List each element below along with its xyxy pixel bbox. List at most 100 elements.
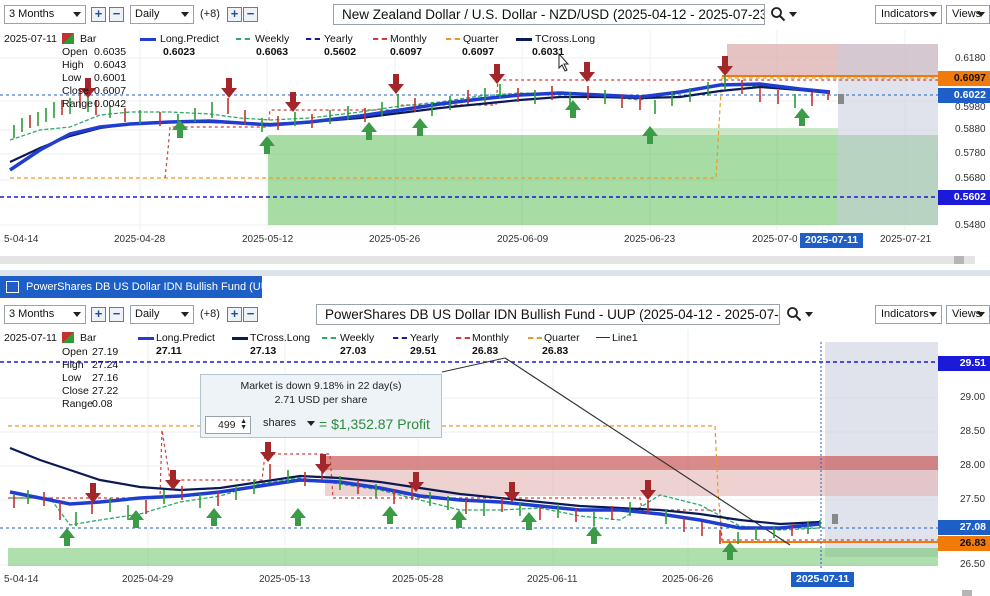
buy-arrows <box>172 100 810 154</box>
chevron-down-icon <box>977 312 985 317</box>
legend-quarter-value: 26.83 <box>542 345 569 357</box>
quarter-price-tag: 0.6097 <box>938 71 990 86</box>
quantity-stepper[interactable]: 499 ▲ ▼ <box>205 416 251 434</box>
price-chart[interactable] <box>0 30 990 260</box>
range-value: 3 Months <box>9 308 55 320</box>
monthly-line <box>164 79 938 179</box>
legend-bar-label: Bar <box>80 332 97 344</box>
tooltip-per-share: 2.71 USD per share <box>274 394 368 406</box>
horizontal-scrollbar[interactable] <box>0 256 975 264</box>
zoom-out-button[interactable]: − <box>109 7 124 22</box>
search-icon[interactable] <box>770 6 786 22</box>
legend-swatch-monthly <box>456 337 470 339</box>
date-tick: 2025-07-21 <box>880 234 932 245</box>
date-tick: 2025-05-12 <box>242 234 294 245</box>
ohlc-range-label: Range <box>62 398 93 410</box>
chevron-down-icon <box>73 12 81 17</box>
legend-quarter: Quarter <box>544 332 580 344</box>
range-dropdown[interactable]: 3 Months <box>4 5 86 24</box>
views-menu[interactable]: Views <box>946 5 990 24</box>
chevron-down-icon <box>181 312 189 317</box>
views-label: Views <box>952 8 982 20</box>
legend-weekly: Weekly <box>340 332 375 344</box>
monthly-line <box>8 429 938 541</box>
views-menu[interactable]: Views <box>946 305 990 324</box>
ohlc-low-label: Low <box>62 72 82 84</box>
current-bar-marker <box>832 514 838 524</box>
red-resistance-zone-light <box>325 470 938 496</box>
ohlc-range-label: Range <box>62 98 93 110</box>
legend-monthly-value: 26.83 <box>472 345 499 357</box>
date-tick: 2025-04-28 <box>114 234 166 245</box>
tooltip-leader <box>441 357 506 373</box>
price-tick: 0.6180 <box>955 53 986 64</box>
range-value: 3 Months <box>9 8 55 20</box>
add-indicator-button[interactable]: + <box>227 7 242 22</box>
search-icon[interactable] <box>786 306 802 322</box>
stepper-arrows-icon[interactable]: ▲ ▼ <box>240 418 247 431</box>
legend-swatch-weekly <box>236 38 250 40</box>
top-toolbar: 3 Months + − Daily (+8) + − New Zealand … <box>0 4 990 32</box>
legend-swatch-long-predict <box>140 38 156 41</box>
nzdusd-chart-panel: 3 Months + − Daily (+8) + − New Zealand … <box>0 0 990 270</box>
current-price-tag: 0.6022 <box>938 88 990 103</box>
remove-indicator-button[interactable]: − <box>243 7 258 22</box>
unit-label: shares <box>263 417 297 429</box>
profit-tooltip: Market is down 9.18% in 22 day(s) 2.71 U… <box>200 374 442 438</box>
legend-yearly: Yearly <box>410 332 439 344</box>
indicator-count: (+8) <box>200 308 220 320</box>
current-bar-marker <box>838 94 844 104</box>
weekly-line <box>10 477 821 531</box>
indicators-menu[interactable]: Indicators <box>875 305 942 324</box>
price-tick: 0.5780 <box>955 148 986 159</box>
legend-tcross-long-value: 27.13 <box>250 345 277 357</box>
interval-value: Daily <box>135 308 160 320</box>
price-tick: 27.50 <box>960 494 986 505</box>
range-dropdown[interactable]: 3 Months <box>4 305 86 324</box>
add-indicator-button[interactable]: + <box>227 307 242 322</box>
chevron-down-icon <box>929 312 937 317</box>
indicators-menu[interactable]: Indicators <box>875 5 942 24</box>
interval-dropdown[interactable]: Daily <box>130 305 194 324</box>
symbol-tab[interactable]: PowerShares DB US Dollar IDN Bullish Fun… <box>0 276 280 298</box>
indicators-label: Indicators <box>881 308 929 320</box>
chevron-down-icon <box>929 12 937 17</box>
legend-swatch-weekly <box>322 337 336 339</box>
ohlc-high-value: 0.6043 <box>94 59 127 71</box>
date-tick: 2025-05-26 <box>369 234 421 245</box>
indicator-count: (+8) <box>200 8 220 20</box>
profit-value: = $1,352.87 Profit <box>319 416 430 432</box>
scrollbar-thumb[interactable] <box>954 256 964 264</box>
date-tick: 2025-04-29 <box>122 574 174 585</box>
ohlc-low-value: 27.16 <box>92 372 119 384</box>
date-tick: 2025-06-23 <box>624 234 676 245</box>
symbol-title[interactable]: PowerShares DB US Dollar IDN Bullish Fun… <box>316 304 780 325</box>
quarter-line <box>10 77 938 179</box>
legend-swatch-quarter <box>446 38 460 40</box>
symbol-title[interactable]: New Zealand Dollar / U.S. Dollar - NZD/U… <box>333 4 765 25</box>
zoom-in-button[interactable]: + <box>91 7 106 22</box>
ohlc-close-value: 27.22 <box>92 385 119 397</box>
date-tick: 5-04-14 <box>4 574 39 585</box>
price-tick: 29.00 <box>960 392 986 403</box>
price-tick: 0.5680 <box>955 173 986 184</box>
date-tick: 2025-06-26 <box>662 574 714 585</box>
chevron-down-icon[interactable] <box>789 12 797 17</box>
yearly-price-tag: 29.51 <box>938 356 990 371</box>
legend-quarter: Quarter <box>463 33 499 45</box>
legend-bar-label: Bar <box>80 33 97 45</box>
legend-weekly-value: 0.6063 <box>256 46 289 58</box>
zoom-out-button[interactable]: − <box>109 307 124 322</box>
ohlc-high-value: 27.24 <box>92 359 119 371</box>
zoom-in-button[interactable]: + <box>91 307 106 322</box>
legend-swatch-tcross-long <box>232 337 248 340</box>
legend-date: 2025-07-11 <box>4 33 57 45</box>
price-chart[interactable] <box>0 330 990 580</box>
chevron-down-icon[interactable] <box>805 312 813 317</box>
panel-divider[interactable] <box>0 270 990 276</box>
price-tick: 0.5880 <box>955 124 986 135</box>
interval-dropdown[interactable]: Daily <box>130 5 194 24</box>
unit-dropdown[interactable]: shares <box>263 417 316 429</box>
scrollbar-thumb[interactable] <box>962 590 972 596</box>
remove-indicator-button[interactable]: − <box>243 307 258 322</box>
